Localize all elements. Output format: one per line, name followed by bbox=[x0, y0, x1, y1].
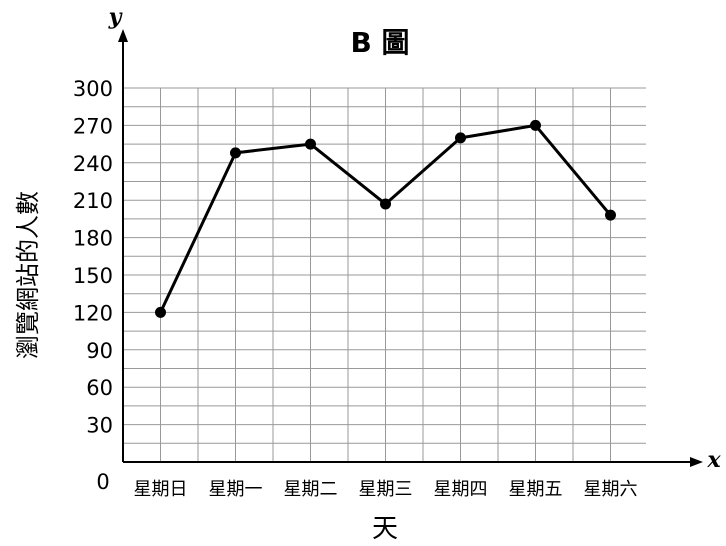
x-category-label: 星期六 bbox=[584, 479, 638, 500]
x-category-label: 星期日 bbox=[134, 479, 188, 500]
x-category-label: 星期三 bbox=[359, 479, 413, 500]
x-category-label: 星期四 bbox=[434, 479, 488, 500]
y-tick-label: 300 bbox=[73, 77, 113, 101]
y-tick-label: 30 bbox=[86, 414, 113, 438]
data-point bbox=[305, 138, 316, 150]
x-axis-arrowhead bbox=[690, 457, 703, 467]
y-axis-symbol: y bbox=[108, 4, 124, 30]
y-axis-label: 瀏覽網站的人數 bbox=[14, 191, 42, 359]
x-axis-label: 天 bbox=[372, 514, 398, 544]
data-point bbox=[530, 119, 541, 131]
data-point bbox=[380, 198, 391, 210]
data-point bbox=[155, 306, 166, 318]
y-tick-label: 180 bbox=[73, 227, 113, 251]
y-tick-label: 90 bbox=[86, 339, 113, 363]
y-tick-label: 270 bbox=[73, 114, 113, 138]
y-tick-label: 240 bbox=[73, 152, 113, 176]
y-tick-label: 120 bbox=[73, 301, 113, 325]
grid-lines bbox=[123, 87, 646, 462]
x-category-label: 星期二 bbox=[284, 479, 338, 500]
y-axis-arrowhead bbox=[118, 29, 128, 42]
y-tick-labels: 30 60 90 120 150 180 210 240 270 300 bbox=[73, 77, 113, 438]
x-category-label: 星期五 bbox=[509, 479, 563, 500]
x-category-labels: 星期日 星期一 星期二 星期三 星期四 星期五 星期六 bbox=[134, 479, 638, 500]
data-point bbox=[455, 132, 466, 144]
series-line-group bbox=[155, 119, 616, 318]
x-category-label: 星期一 bbox=[209, 479, 263, 500]
data-point bbox=[605, 209, 616, 221]
x-axis-symbol: x bbox=[706, 447, 721, 473]
y-tick-label: 60 bbox=[86, 376, 113, 400]
y-tick-label: 150 bbox=[73, 264, 113, 288]
data-point bbox=[230, 147, 241, 159]
chart-title: B 圖 bbox=[350, 26, 409, 59]
y-tick-label: 210 bbox=[73, 189, 113, 213]
origin-label: 0 bbox=[96, 470, 109, 494]
axes bbox=[118, 29, 703, 467]
